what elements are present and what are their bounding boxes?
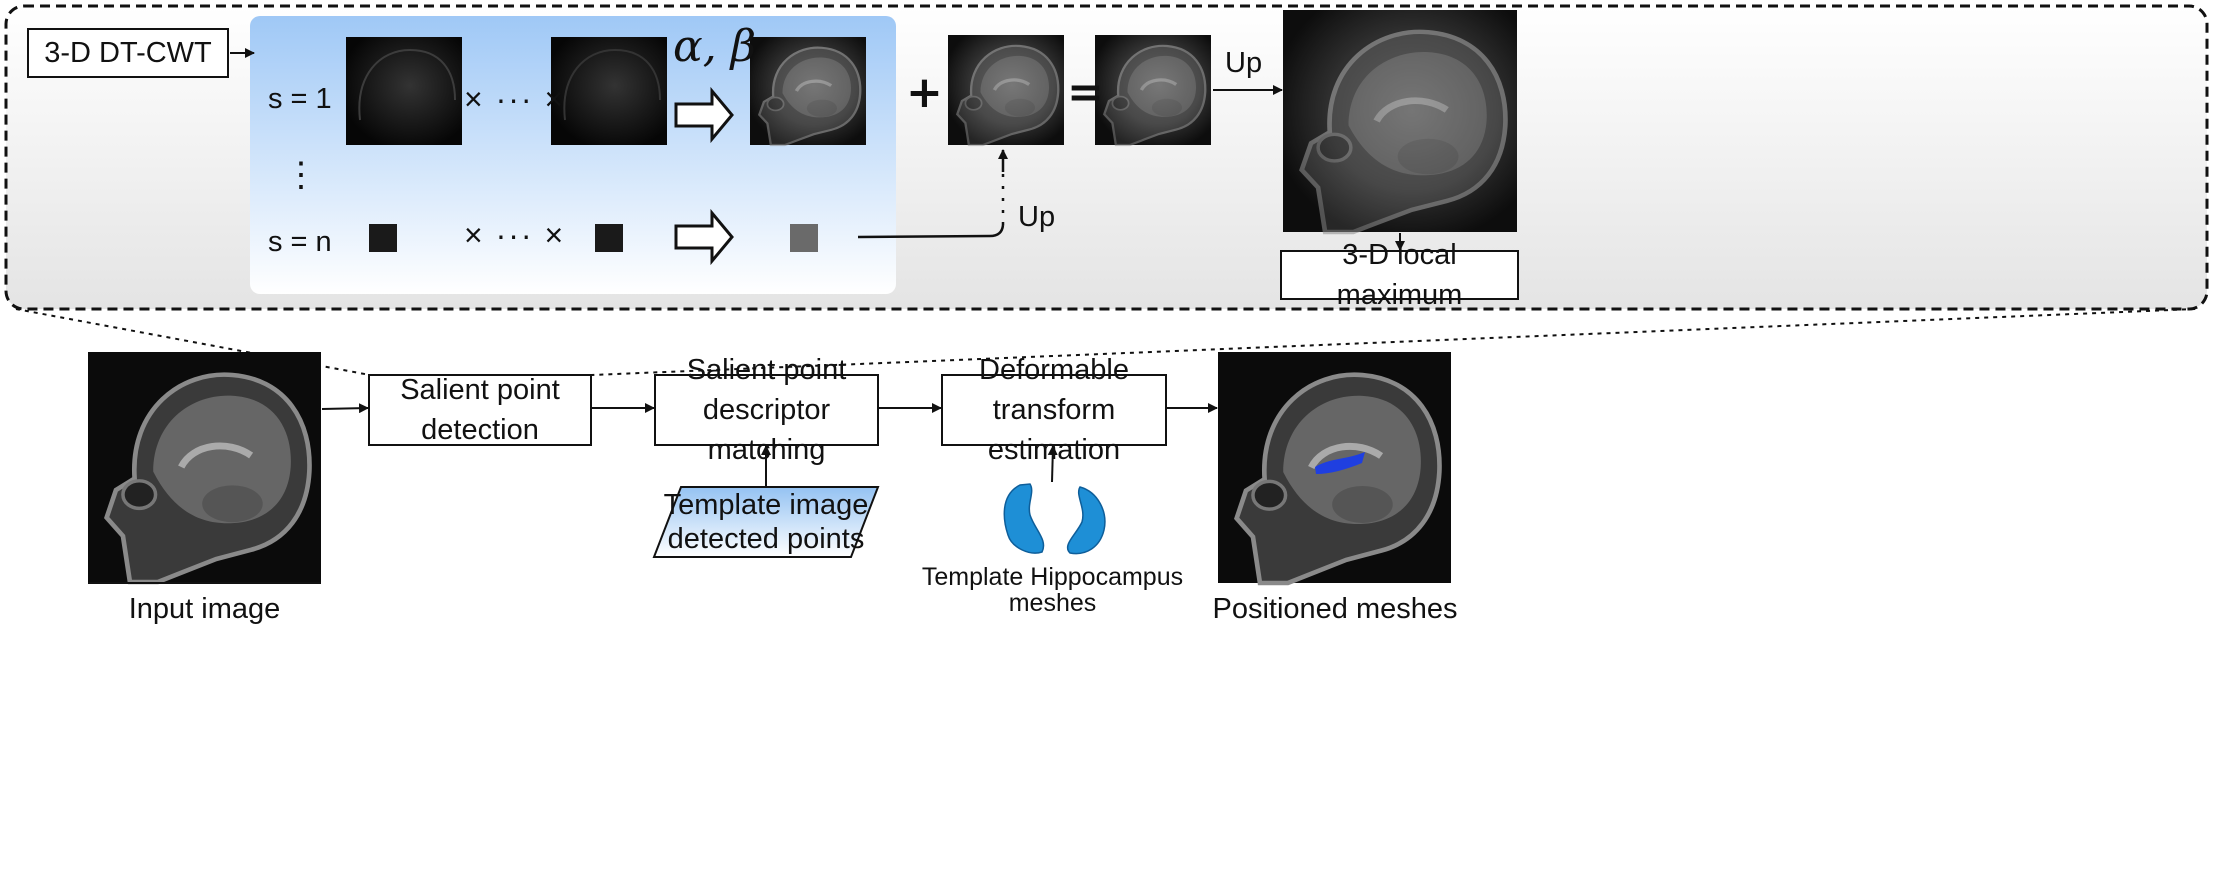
input-image-caption: Input image xyxy=(128,593,281,625)
product-rown: × ··· × xyxy=(464,217,566,253)
template-points-label: Template image detected points xyxy=(663,489,869,555)
sum-result-image xyxy=(1093,33,1213,147)
up-label-mid: Up xyxy=(1018,201,1056,233)
coef-image-rown-last xyxy=(595,224,623,252)
dtcwt-box: 3-D DT-CWT xyxy=(27,28,229,78)
coef-image-row1-last xyxy=(551,37,667,145)
arrow-meshes-to-deformable xyxy=(1047,445,1058,483)
input-mri-image xyxy=(88,352,321,583)
deformable-estimation-box: Deformable transform estimation xyxy=(941,354,1167,466)
hippocampus-mesh-left xyxy=(1003,483,1045,554)
up-label-top: Up xyxy=(1225,47,1263,79)
scale-last-label: s = n xyxy=(268,226,332,258)
template-points-shape xyxy=(652,486,880,558)
combined-image-rown xyxy=(790,224,818,252)
template-meshes-caption: Template Hippocampus meshes xyxy=(921,563,1184,617)
block-arrow-row1 xyxy=(674,86,734,144)
positioned-meshes-caption: Positioned meshes xyxy=(1212,593,1458,625)
descriptor-matching-box: Salient point descriptor matching xyxy=(654,354,879,466)
block-arrow-rown xyxy=(674,208,734,266)
local-maximum-box: 3-D local maximum xyxy=(1280,239,1519,311)
equals-sign: = xyxy=(1067,67,1104,118)
vertical-dots: ⋮ xyxy=(284,156,318,194)
weights-alpha-beta: α, β xyxy=(673,21,757,72)
hippocampus-mesh-right xyxy=(1066,486,1106,555)
product-row1: × ··· × xyxy=(464,81,566,117)
coef-image-rown-first xyxy=(369,224,397,252)
combined-image-row1 xyxy=(748,35,868,147)
positioned-mri-image xyxy=(1218,352,1451,583)
arrow-rown-to-sum xyxy=(857,224,1005,239)
saliency-map-image xyxy=(1283,10,1517,232)
scale-first-label: s = 1 xyxy=(268,83,332,115)
sum-operand-image xyxy=(946,33,1066,147)
salient-detection-box: Salient point detection xyxy=(368,374,592,446)
plus-sign: + xyxy=(906,67,943,118)
arrow-input-to-detection xyxy=(321,403,369,414)
zoom-line-right xyxy=(591,308,2196,376)
coef-image-row1-first xyxy=(346,37,462,145)
